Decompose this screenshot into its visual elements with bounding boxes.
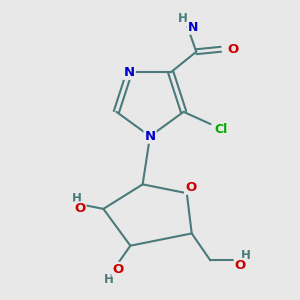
Text: O: O xyxy=(112,263,124,276)
Text: O: O xyxy=(185,181,196,194)
Text: N: N xyxy=(124,66,135,79)
Text: H: H xyxy=(71,192,81,205)
Text: H: H xyxy=(178,12,188,25)
Text: O: O xyxy=(74,202,85,215)
Text: H: H xyxy=(241,249,251,262)
Text: H: H xyxy=(104,273,114,286)
Text: O: O xyxy=(235,259,246,272)
Text: O: O xyxy=(227,43,238,56)
Text: N: N xyxy=(144,130,156,143)
Text: N: N xyxy=(188,21,198,34)
Text: Cl: Cl xyxy=(214,123,227,136)
